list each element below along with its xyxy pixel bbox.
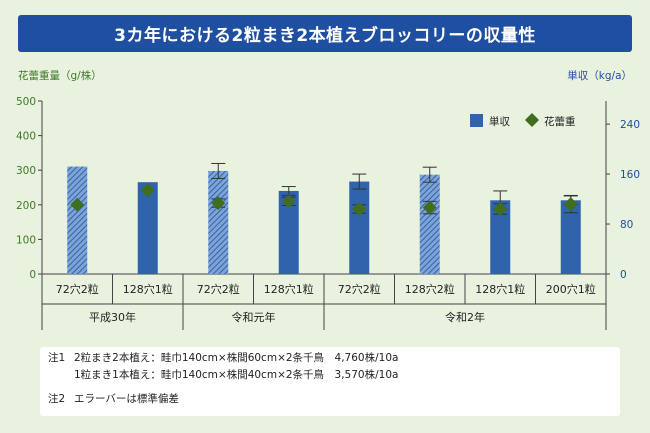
y-left-tick-label: 400: [16, 131, 36, 143]
y-right-axis-label: 単収（kg/a）: [567, 69, 632, 82]
category-label-4: 128穴1粒: [264, 282, 314, 296]
bar-8: [560, 200, 581, 274]
category-label-3: 72穴2粒: [197, 282, 240, 296]
category-label-6: 128穴2粒: [405, 282, 455, 296]
legend-diamond-swatch: [525, 113, 539, 127]
bar-2: [137, 182, 158, 274]
y-left-tick-label: 500: [16, 96, 36, 108]
bar-3: [208, 170, 229, 274]
y-left-tick-label: 300: [16, 165, 36, 177]
legend-bar-swatch: [470, 114, 483, 127]
note-1-line-2: 1粒まき1本植え：畦巾140cm×株間40cm×2条千鳥 3,570株/10a: [74, 369, 399, 381]
y-left-tick-label: 100: [16, 234, 36, 246]
chart-title: 3カ年における2粒まき2本植えブロッコリーの収量性: [18, 15, 632, 52]
diamond-7: [493, 201, 508, 216]
y-right-tick-label: 240: [620, 119, 640, 131]
diamond-8: [563, 197, 578, 212]
diamond-5: [352, 201, 367, 216]
category-label-7: 128穴1粒: [475, 282, 525, 296]
legend-diamond-label: 花蕾重: [544, 115, 576, 128]
diamond-3: [211, 196, 226, 211]
diamond-4: [281, 194, 296, 209]
category-label-2: 128穴1粒: [123, 282, 173, 296]
bar-7: [490, 200, 511, 274]
legend-bar-label: 単収: [489, 115, 510, 128]
y-right-tick-label: 0: [620, 269, 627, 281]
diamond-2: [140, 183, 155, 198]
bar-6: [419, 174, 440, 274]
diamond-6: [422, 200, 437, 215]
category-label-1: 72穴2粒: [56, 282, 99, 296]
yield-chart: 花蕾重量（g/株） 単収（kg/a） 0 100 200 300 400 500 0 80 16…: [16, 69, 640, 330]
note-2-label: 注2: [48, 393, 66, 405]
y-right-tick-label: 160: [620, 169, 640, 181]
group-label-2: 令和元年: [232, 310, 276, 324]
y-left-axis-label: 花蕾重量（g/株）: [18, 69, 102, 82]
bar-1: [67, 166, 88, 274]
note-1-label: 注1: [48, 352, 66, 364]
group-label-3: 令和2年: [445, 310, 485, 324]
note-1-line-1: 2粒まき2本植え：畦巾140cm×株間60cm×2条千鳥 4,760株/10a: [74, 352, 399, 364]
y-left-tick-label: 200: [16, 200, 36, 212]
note-2-text: エラーバーは標準偏差: [74, 393, 179, 405]
notes-box: 注1 2粒まき2本植え：畦巾140cm×株間60cm×2条千鳥 4,760株/1…: [40, 347, 620, 416]
diamond-1: [70, 197, 85, 212]
category-label-8: 200穴1粒: [546, 282, 596, 296]
category-label-5: 72穴2粒: [338, 282, 381, 296]
bar-4: [278, 190, 299, 274]
group-label-1: 平成30年: [89, 310, 136, 324]
y-left-tick-label: 0: [29, 269, 36, 281]
y-right-tick-label: 80: [620, 219, 633, 231]
bar-5: [349, 181, 370, 274]
